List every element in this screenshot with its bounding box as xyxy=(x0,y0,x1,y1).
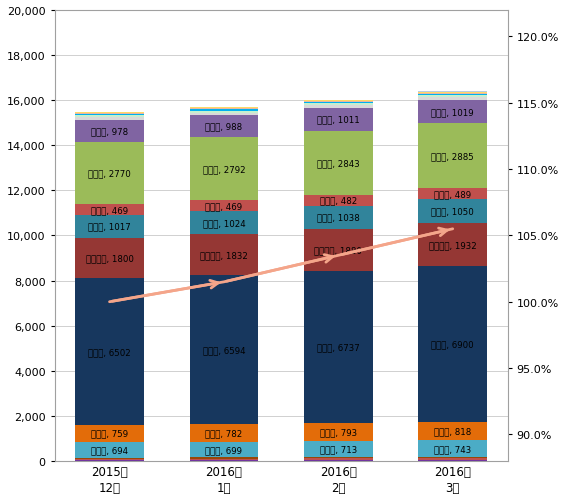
Bar xyxy=(418,223,487,267)
Bar xyxy=(75,113,144,114)
Text: 京都府, 469: 京都府, 469 xyxy=(91,205,128,214)
Bar xyxy=(418,98,487,101)
Text: 神奈川県, 1880: 神奈川県, 1880 xyxy=(314,246,362,255)
Bar xyxy=(75,120,144,142)
Bar xyxy=(190,138,258,201)
Bar xyxy=(304,460,372,461)
Bar xyxy=(418,457,487,458)
Text: 京都府, 469: 京都府, 469 xyxy=(205,201,242,210)
Text: 大阪府, 2792: 大阪府, 2792 xyxy=(203,165,245,174)
Bar xyxy=(418,440,487,457)
Bar xyxy=(75,116,144,118)
Bar xyxy=(418,101,487,124)
Bar xyxy=(418,92,487,93)
Text: 千葉県, 759: 千葉県, 759 xyxy=(91,429,128,438)
Bar xyxy=(190,460,258,461)
Text: 兵庫県, 1011: 兵庫県, 1011 xyxy=(317,115,360,124)
Bar xyxy=(190,109,258,110)
Bar xyxy=(190,116,258,138)
Text: 兵庫県, 978: 兵庫県, 978 xyxy=(91,127,128,136)
Text: 愛知県, 1050: 愛知県, 1050 xyxy=(431,207,474,216)
Text: 大阪府, 2843: 大阪府, 2843 xyxy=(317,159,360,168)
Bar xyxy=(75,118,144,120)
Bar xyxy=(418,199,487,223)
Bar xyxy=(418,188,487,199)
Text: 兵庫県, 1019: 兵庫県, 1019 xyxy=(431,108,474,117)
Bar xyxy=(75,460,144,461)
Text: 東京都, 6502: 東京都, 6502 xyxy=(88,347,131,356)
Bar xyxy=(418,458,487,460)
Bar xyxy=(304,101,372,102)
Bar xyxy=(304,131,372,195)
Bar xyxy=(418,93,487,94)
Text: 埼玉県, 694: 埼玉県, 694 xyxy=(91,445,128,454)
Bar xyxy=(304,272,372,423)
Bar xyxy=(75,215,144,238)
Bar xyxy=(190,112,258,113)
Bar xyxy=(190,113,258,116)
Bar xyxy=(190,457,258,458)
Bar xyxy=(304,229,372,272)
Bar xyxy=(304,206,372,229)
Text: 愛知県, 1038: 愛知県, 1038 xyxy=(317,213,360,222)
Text: 神奈川県, 1800: 神奈川県, 1800 xyxy=(85,254,134,263)
Bar xyxy=(75,442,144,457)
Text: 愛知県, 1017: 愛知県, 1017 xyxy=(88,222,131,231)
Bar xyxy=(75,114,144,115)
Text: 千葉県, 793: 千葉県, 793 xyxy=(320,428,357,437)
Bar xyxy=(190,458,258,460)
Bar xyxy=(304,106,372,109)
Text: 神奈川県, 1832: 神奈川県, 1832 xyxy=(200,250,248,260)
Bar xyxy=(190,442,258,457)
Bar xyxy=(75,115,144,116)
Text: 東京都, 6900: 東京都, 6900 xyxy=(431,340,474,349)
Text: 埼玉県, 699: 埼玉県, 699 xyxy=(205,445,242,454)
Text: 埼玉県, 743: 埼玉県, 743 xyxy=(434,444,471,453)
Text: 大阪府, 2770: 大阪府, 2770 xyxy=(88,169,131,178)
Text: 神奈川県, 1932: 神奈川県, 1932 xyxy=(429,240,477,249)
Bar xyxy=(190,276,258,424)
Bar xyxy=(190,110,258,112)
Bar xyxy=(418,124,487,188)
Bar xyxy=(304,103,372,104)
Bar xyxy=(418,95,487,96)
Bar xyxy=(418,460,487,461)
Bar xyxy=(190,424,258,442)
Bar xyxy=(75,425,144,442)
Bar xyxy=(75,457,144,459)
Bar xyxy=(304,458,372,460)
Bar xyxy=(190,211,258,234)
Bar xyxy=(418,94,487,95)
Text: 埼玉県, 713: 埼玉県, 713 xyxy=(320,445,357,454)
Bar xyxy=(190,201,258,211)
Text: 千葉県, 782: 千葉県, 782 xyxy=(205,428,243,437)
Text: 愛知県, 1024: 愛知県, 1024 xyxy=(203,218,245,227)
Text: 東京都, 6737: 東京都, 6737 xyxy=(317,343,360,352)
Text: 大阪府, 2885: 大阪府, 2885 xyxy=(431,152,474,160)
Bar xyxy=(304,109,372,131)
Bar xyxy=(304,441,372,457)
Bar xyxy=(75,204,144,215)
Bar xyxy=(304,457,372,458)
Bar xyxy=(75,279,144,425)
Bar xyxy=(304,100,372,101)
Bar xyxy=(75,142,144,204)
Bar xyxy=(190,108,258,109)
Bar xyxy=(418,422,487,440)
Text: 千葉県, 818: 千葉県, 818 xyxy=(434,427,471,435)
Bar xyxy=(75,238,144,279)
Bar xyxy=(304,102,372,103)
Bar xyxy=(304,423,372,441)
Bar xyxy=(304,195,372,206)
Text: 京都府, 482: 京都府, 482 xyxy=(320,196,357,205)
Bar xyxy=(190,234,258,276)
Bar xyxy=(75,459,144,460)
Text: 京都府, 489: 京都府, 489 xyxy=(434,189,471,198)
Text: 東京都, 6594: 東京都, 6594 xyxy=(203,345,245,354)
Bar xyxy=(418,267,487,422)
Bar xyxy=(418,96,487,98)
Bar xyxy=(304,104,372,106)
Text: 兵庫県, 988: 兵庫県, 988 xyxy=(205,122,242,131)
